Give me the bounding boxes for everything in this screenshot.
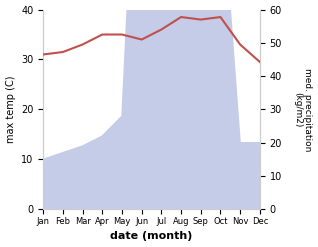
Y-axis label: max temp (C): max temp (C) — [5, 76, 16, 143]
X-axis label: date (month): date (month) — [110, 231, 193, 242]
Y-axis label: med. precipitation
(kg/m2): med. precipitation (kg/m2) — [293, 68, 313, 151]
